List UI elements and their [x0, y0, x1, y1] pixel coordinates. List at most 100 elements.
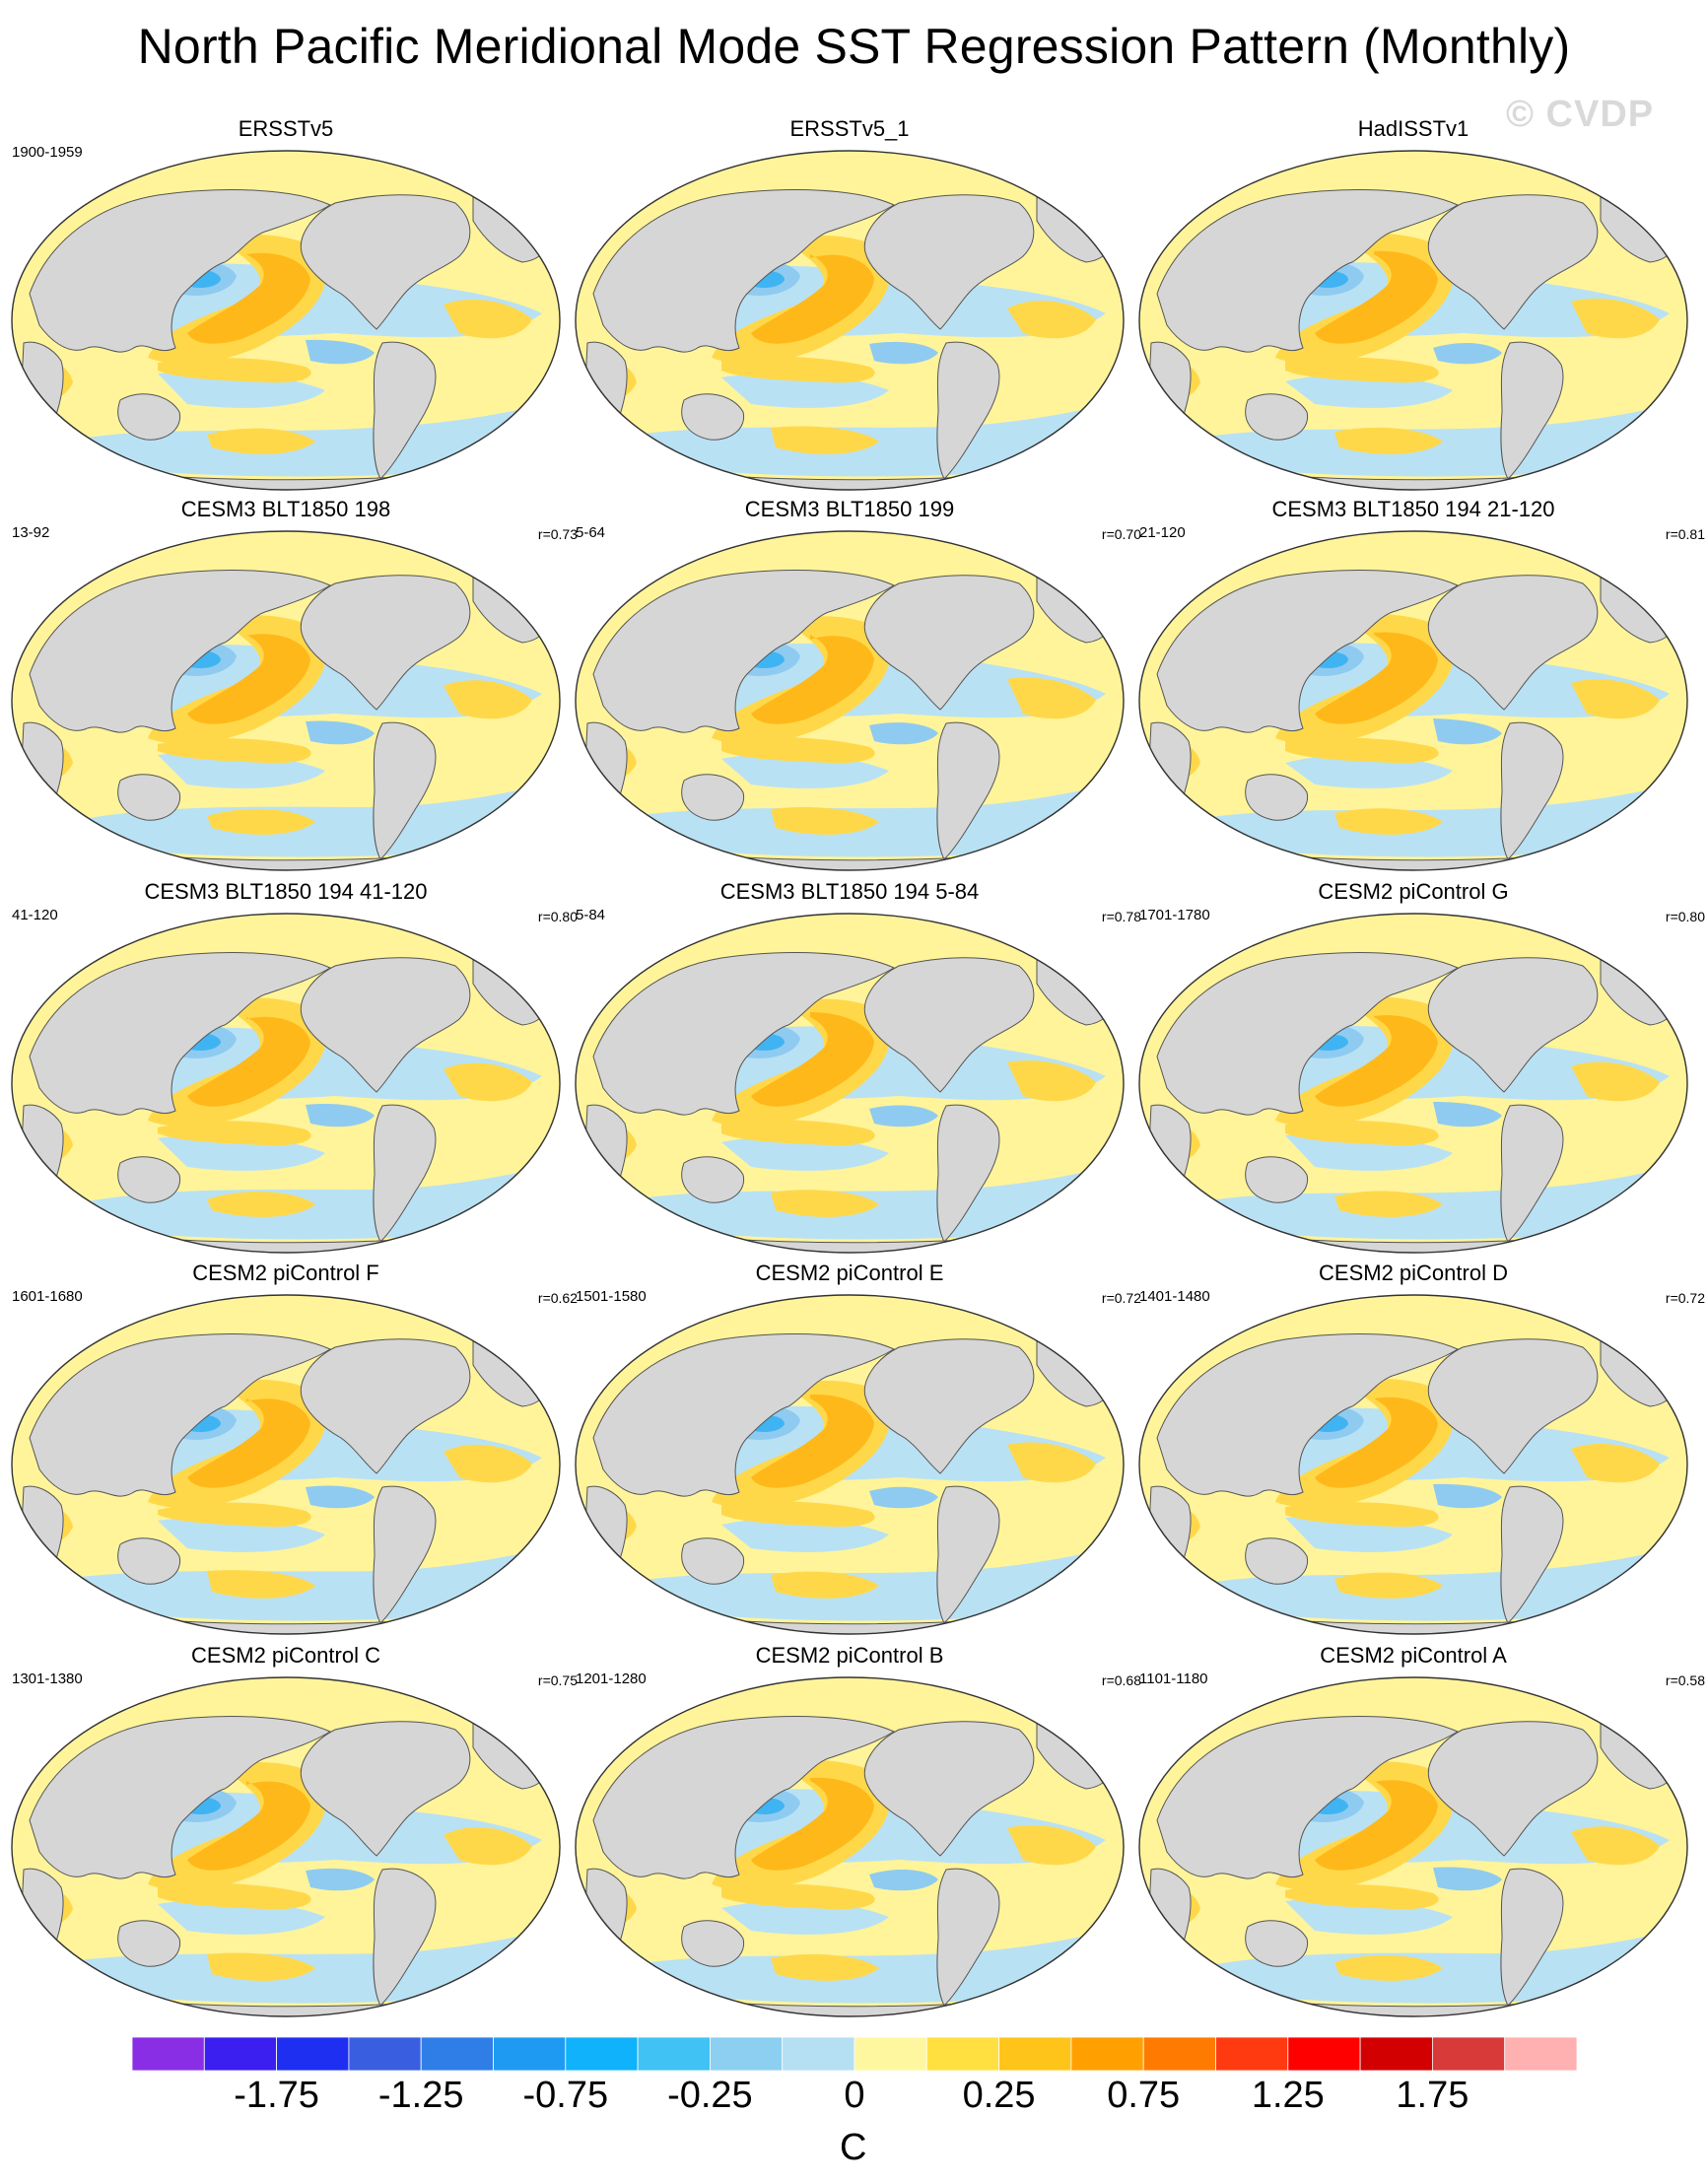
landmass	[300, 575, 471, 711]
anomaly-region	[751, 254, 874, 344]
panel-title: CESM2 piControl E	[755, 1261, 944, 1285]
panel-correlation: r=0.58	[1665, 1672, 1705, 1688]
anomaly-region	[751, 1012, 874, 1107]
anomaly-region	[187, 1016, 310, 1107]
landmass	[1500, 1485, 1564, 1624]
landmass	[373, 1868, 437, 2007]
anomaly-region	[187, 252, 310, 344]
anomaly-region	[869, 1486, 938, 1509]
map-border	[1138, 530, 1688, 871]
landmass	[1146, 1104, 1192, 1202]
landmass	[29, 1333, 332, 1497]
landmass	[1500, 341, 1564, 480]
landmass	[117, 774, 181, 821]
panel-period: 1401-1480	[1139, 1288, 1210, 1305]
panel-period: 1701-1780	[1139, 907, 1210, 923]
colorbar-swatch	[998, 2037, 1072, 2072]
anomaly-region	[306, 339, 375, 365]
map	[11, 1294, 561, 1635]
map-border	[575, 150, 1125, 491]
map	[1138, 530, 1688, 871]
map-border	[11, 1294, 561, 1635]
anomaly-region	[1285, 374, 1453, 408]
map-border	[1138, 1676, 1688, 2017]
anomaly-region	[1315, 632, 1438, 724]
panel-correlation: r=0.72	[1665, 1290, 1705, 1306]
landmass	[373, 341, 437, 480]
map-panel: CESM2 piControl A 1101-1180 r=0.58	[1137, 1643, 1705, 2017]
landmass	[1146, 341, 1192, 440]
landmass	[1245, 1156, 1309, 1203]
panel-period: 5-64	[576, 524, 606, 541]
colorbar-swatch	[1070, 2037, 1144, 2072]
panel-title: CESM3 BLT1850 194 21-120	[1271, 497, 1555, 521]
landmass	[300, 1338, 471, 1474]
colorbar-swatch	[1432, 2037, 1506, 2072]
anomaly-region	[1571, 1061, 1660, 1102]
colorbar	[132, 2037, 1577, 2072]
landmass	[1245, 1537, 1309, 1585]
colorbar-swatch	[565, 2037, 639, 2072]
anomaly-region	[869, 722, 938, 745]
anomaly-region	[306, 1868, 375, 1891]
landmass	[117, 393, 181, 441]
map-border	[575, 530, 1125, 871]
colorbar-tick-label: -0.75	[522, 2075, 609, 2116]
map-panel: CESM2 piControl C 1301-1380 r=0.75	[10, 1643, 578, 2017]
landmass	[681, 774, 745, 821]
landmass	[1500, 1104, 1564, 1243]
landmass	[19, 721, 64, 820]
panel-correlation: r=0.75	[537, 1672, 578, 1688]
anomaly-region	[751, 635, 874, 724]
colorbar-swatch	[493, 2037, 567, 2072]
anomaly-region	[1285, 1120, 1439, 1146]
anomaly-region	[771, 806, 879, 835]
landmass	[1427, 1338, 1599, 1474]
landmass	[582, 1868, 628, 1966]
map-panel: CESM3 BLT1850 199 5-64 r=0.70	[574, 497, 1141, 871]
panel-correlation: r=0.72	[1101, 1290, 1141, 1306]
figure-title: North Pacific Meridional Mode SST Regres…	[137, 19, 1571, 74]
map	[11, 913, 561, 1254]
colorbar-swatch	[710, 2037, 784, 2072]
map	[575, 913, 1125, 1254]
panel-title: HadISSTv1	[1357, 116, 1469, 141]
anomaly-region	[1007, 1824, 1096, 1866]
colorbar-tick-label: 1.25	[1251, 2075, 1325, 2116]
anomaly-region	[869, 1869, 938, 1891]
landmass	[19, 1485, 64, 1584]
anomaly-region	[1433, 1102, 1502, 1127]
map	[575, 1676, 1125, 2017]
anomaly-region	[771, 1571, 879, 1599]
anomaly-region	[207, 1192, 315, 1217]
landmass	[1156, 1333, 1460, 1497]
map-border	[575, 913, 1125, 1254]
landmass	[1245, 774, 1309, 821]
anomaly-region	[721, 1883, 875, 1910]
landmass	[19, 341, 64, 440]
panel-correlation: r=0.81	[1665, 526, 1705, 542]
landmass	[29, 189, 332, 353]
map-panel: CESM3 BLT1850 194 5-84 5-84 r=0.78	[574, 879, 1141, 1254]
panel-title: CESM3 BLT1850 194 5-84	[719, 879, 980, 904]
landmass	[681, 393, 745, 441]
anomaly-region	[721, 1501, 875, 1528]
anomaly-region	[158, 1881, 311, 1910]
colorbar-swatch	[276, 2037, 350, 2072]
panel-title: CESM2 piControl F	[192, 1261, 379, 1285]
anomaly-region	[1285, 1502, 1439, 1528]
landmass	[1156, 1716, 1460, 1879]
panel-title: CESM2 piControl B	[755, 1643, 944, 1668]
landmass	[117, 1156, 181, 1203]
landmass	[1500, 721, 1564, 860]
panel-correlation: r=0.80	[1665, 909, 1705, 924]
panel-period: 1501-1580	[576, 1288, 647, 1305]
anomaly-region	[1334, 808, 1443, 835]
anomaly-region	[771, 426, 879, 454]
landmass	[592, 189, 896, 353]
colorbar-swatch	[420, 2037, 494, 2072]
landmass	[117, 1920, 181, 1967]
anomaly-region	[187, 1781, 310, 1871]
panel-period: 13-92	[12, 524, 50, 541]
anomaly-region	[187, 634, 310, 724]
